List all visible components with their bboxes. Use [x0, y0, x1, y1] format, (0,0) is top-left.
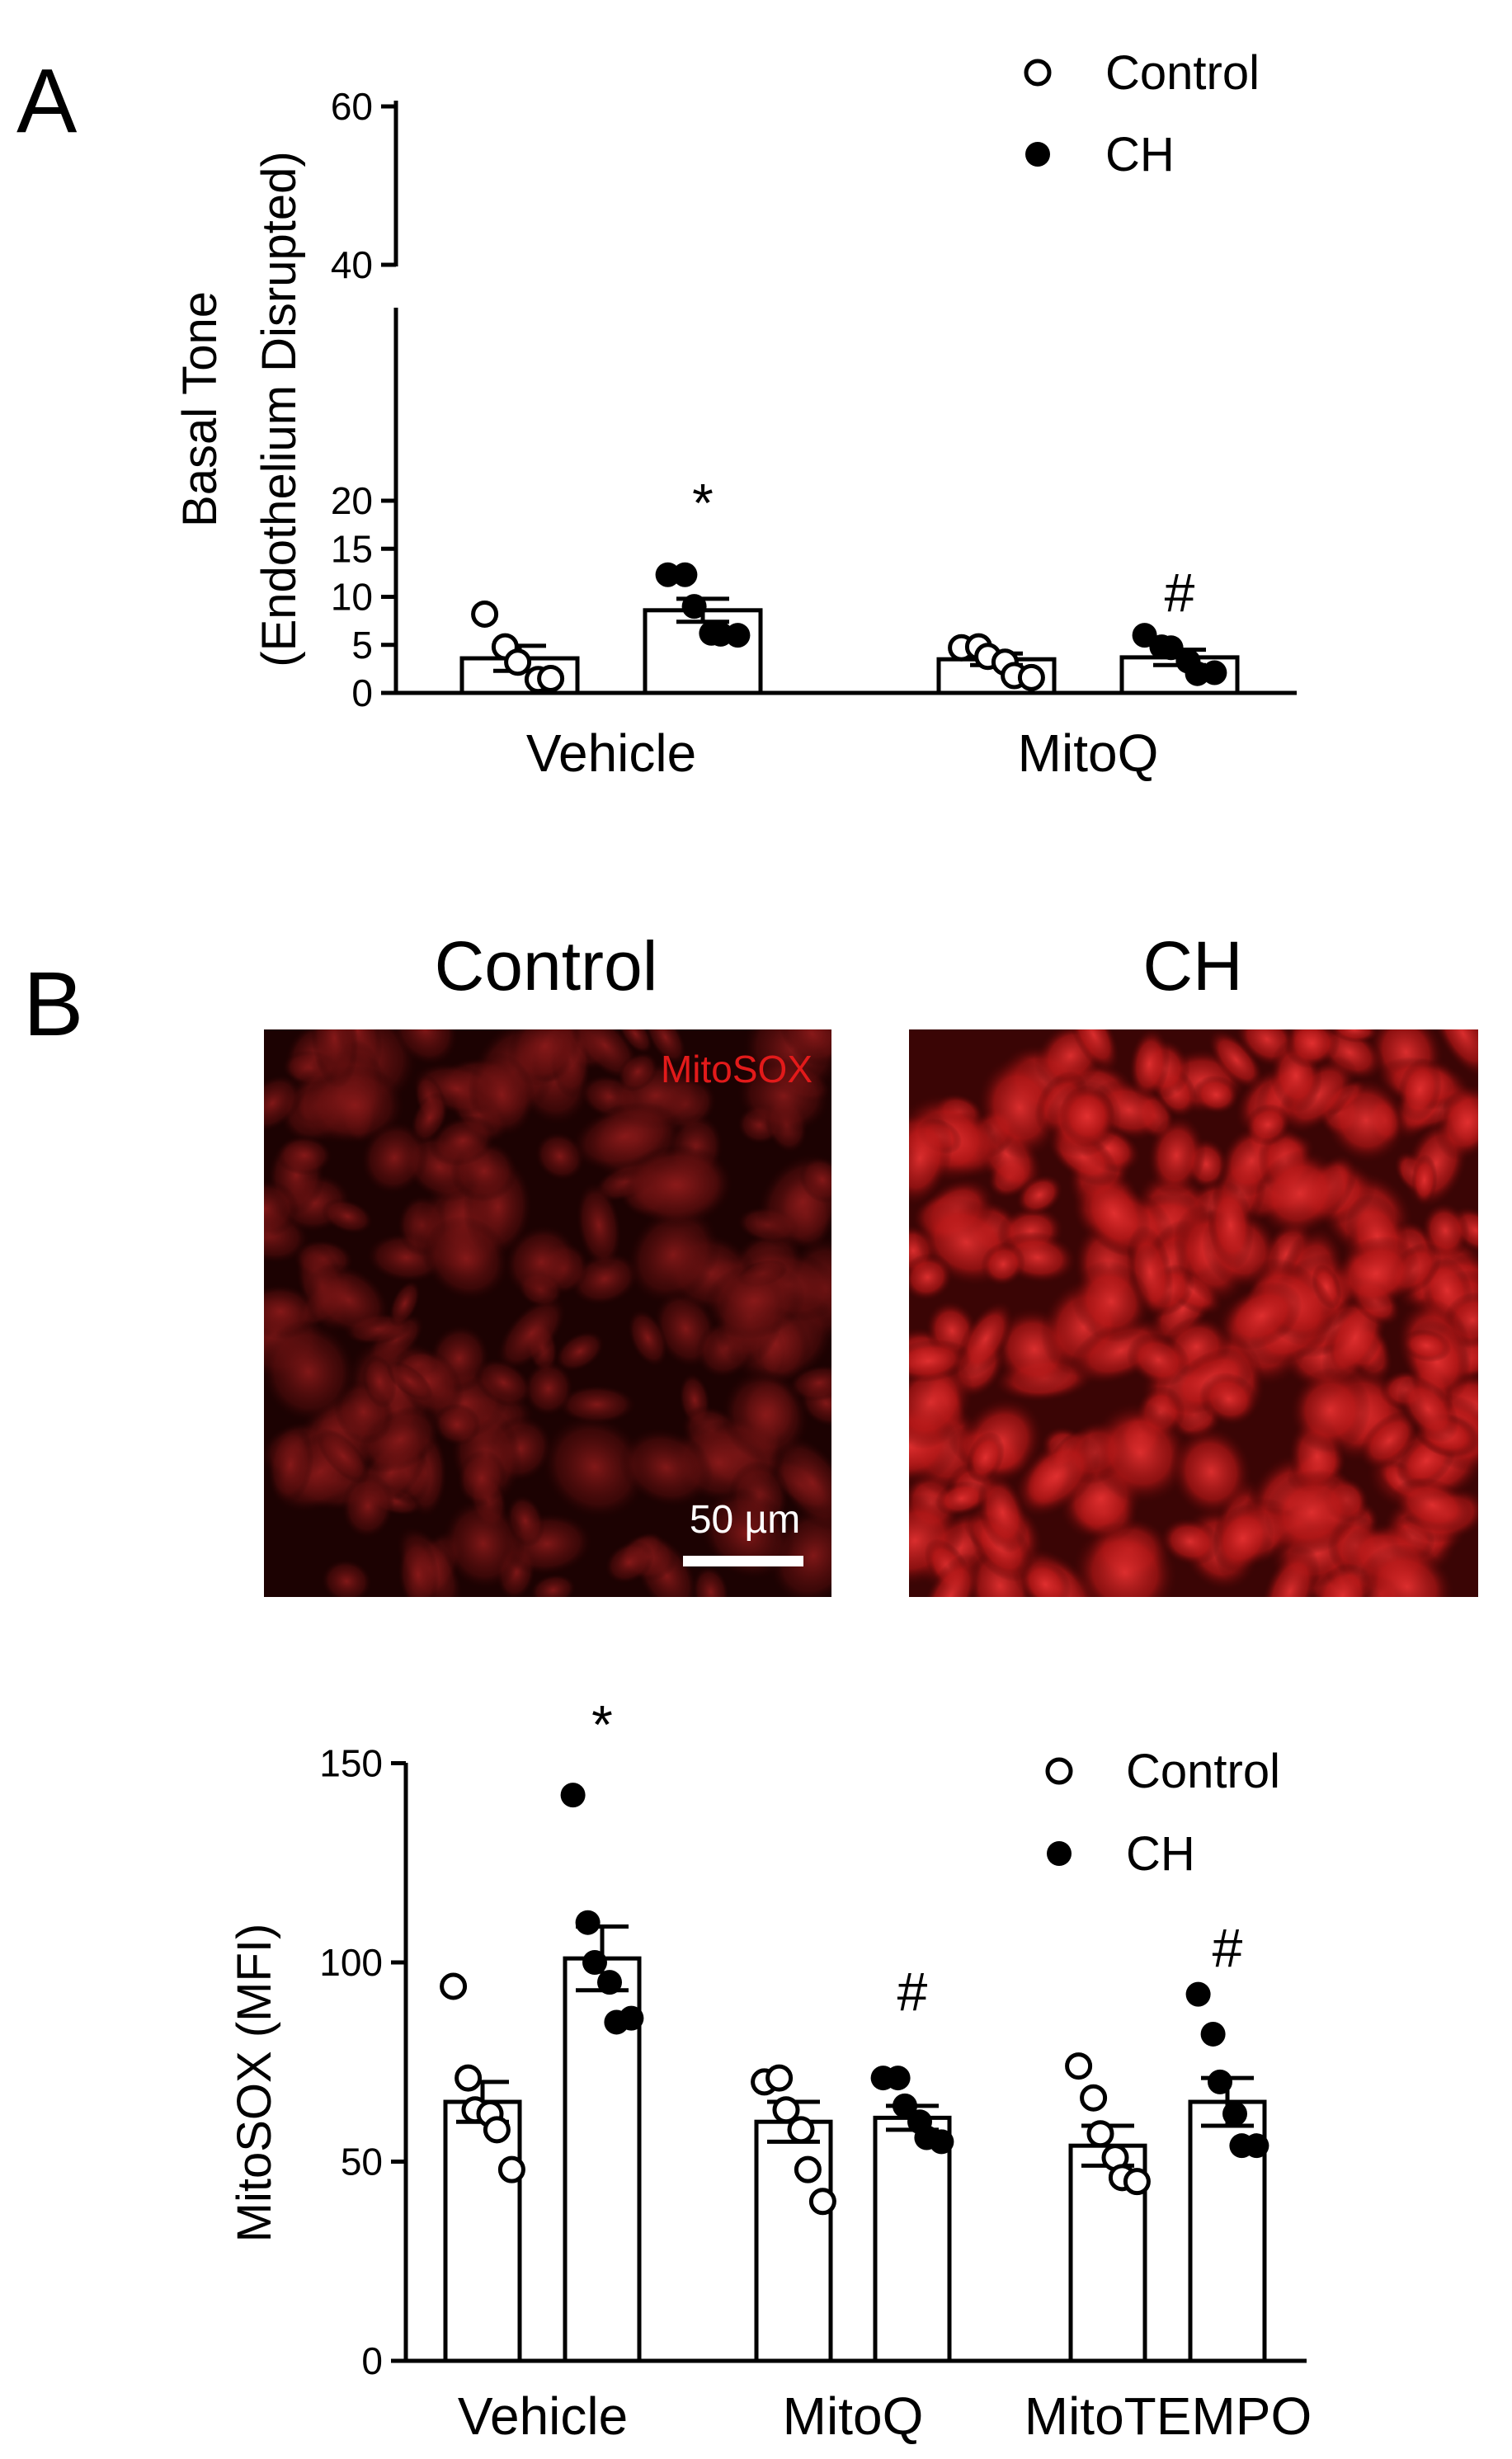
- y-tick-label: 15: [331, 527, 373, 570]
- legend-marker-ch: [1025, 142, 1050, 167]
- data-point: [794, 2155, 822, 2183]
- data-point: [1200, 2021, 1226, 2047]
- image-title-ch: CH: [1142, 927, 1242, 1005]
- y-tick-label: 50: [341, 2141, 383, 2183]
- data-point: [1080, 2084, 1108, 2112]
- micrograph-ch: [909, 1029, 1478, 1597]
- y-tick-label: 0: [351, 671, 373, 714]
- data-point: [597, 1970, 622, 1995]
- data-point: [1065, 2052, 1093, 2080]
- scale-bar: [683, 1556, 803, 1566]
- data-point: [560, 1783, 586, 1808]
- y-tick-label: 40: [331, 243, 373, 286]
- panel-letter-b: B: [23, 954, 83, 1055]
- micrograph-control: MitoSOX 50 µm: [264, 1029, 831, 1597]
- scale-bar-label: 50 µm: [690, 1498, 800, 1542]
- y-tick-label: 100: [319, 1941, 383, 1984]
- data-point: [497, 2155, 525, 2183]
- data-point: [1208, 2069, 1232, 2094]
- data-point: [725, 623, 751, 648]
- bar-ch-mitoq: [873, 2115, 952, 2363]
- y-tick-label: 20: [331, 479, 373, 522]
- data-point: [893, 2093, 917, 2118]
- chart-a-points: [471, 562, 1227, 694]
- data-point: [575, 1910, 601, 1935]
- category-label: MitoQ: [783, 2386, 924, 2446]
- bar-control-mitoq: [754, 2119, 833, 2363]
- data-point: [787, 2116, 815, 2144]
- chart-b: 0 50 100 150 Vehicle MitoQ MitoTEMPO * # # MitoS…: [228, 1694, 1312, 2446]
- chart-b-legend: Control CH: [1045, 1745, 1280, 1881]
- data-point: [655, 562, 681, 587]
- data-point: [455, 2064, 483, 2092]
- chart-a-ylabel-line1: Basal Tone: [173, 291, 227, 527]
- significance-marker: *: [692, 473, 714, 534]
- data-point: [885, 2066, 911, 2091]
- data-point: [681, 594, 707, 619]
- category-label: MitoQ: [1018, 723, 1159, 783]
- data-point: [440, 1972, 468, 2000]
- legend-marker-control: [1045, 1757, 1073, 1785]
- significance-marker: *: [591, 1694, 613, 1755]
- y-tick-label: 5: [351, 624, 373, 667]
- data-point: [1185, 1981, 1211, 2007]
- legend-marker-ch: [1047, 1841, 1072, 1866]
- chart-a-labels: Vehicle MitoQ * #: [526, 473, 1195, 783]
- data-point: [1086, 2120, 1114, 2148]
- data-point: [672, 562, 698, 587]
- data-point: [808, 2188, 836, 2216]
- data-point: [582, 1950, 607, 1975]
- legend-marker-control: [1024, 59, 1052, 87]
- chart-b-bars: [443, 1924, 1267, 2363]
- significance-marker: #: [1165, 562, 1195, 623]
- chart-a-ylabel-line2: (Endothelium Disrupted): [252, 151, 306, 667]
- image-title-control: Control: [435, 927, 658, 1005]
- y-tick-label: 0: [361, 2339, 383, 2382]
- micrograph-stain-label: MitoSOX: [661, 1048, 813, 1091]
- data-point: [765, 2064, 794, 2092]
- data-point: [1158, 635, 1184, 661]
- bar-control-vehicle: [443, 2099, 522, 2363]
- legend-label-control: Control: [1126, 1745, 1280, 1798]
- data-point: [537, 665, 565, 693]
- category-label: Vehicle: [458, 2386, 628, 2446]
- chart-a: 05 10 15 20 40 60 Vehicle MitoQ * # Basal Tone (…: [173, 46, 1297, 783]
- panel-letter-a: A: [16, 50, 78, 152]
- legend-label-ch: CH: [1105, 128, 1175, 181]
- category-label: MitoTEMPO: [1024, 2386, 1312, 2446]
- data-point: [504, 648, 532, 676]
- y-tick-label: 10: [331, 576, 373, 619]
- significance-marker: #: [1213, 1917, 1243, 1978]
- chart-a-bars: [459, 596, 1240, 695]
- data-point: [483, 2116, 511, 2144]
- data-point: [1123, 2168, 1151, 2196]
- y-tick-label: 150: [319, 1742, 383, 1785]
- legend-label-control: Control: [1105, 46, 1260, 100]
- data-point: [471, 600, 499, 628]
- chart-b-points: [440, 1783, 1269, 2216]
- data-point: [1244, 2133, 1269, 2159]
- chart-b-axes: 0 50 100 150: [319, 1742, 1307, 2382]
- data-point: [772, 2096, 800, 2124]
- category-label: Vehicle: [526, 723, 696, 783]
- chart-b-labels: Vehicle MitoQ MitoTEMPO * # #: [458, 1694, 1312, 2446]
- data-point: [929, 2129, 954, 2155]
- data-point: [1222, 2101, 1247, 2127]
- data-point: [619, 2005, 644, 2031]
- significance-marker: #: [897, 1961, 928, 2022]
- y-tick-label: 60: [331, 85, 373, 128]
- data-point: [1017, 663, 1045, 691]
- legend-label-ch: CH: [1126, 1827, 1195, 1881]
- chart-a-legend: Control CH: [1024, 46, 1260, 181]
- data-point: [1202, 660, 1227, 685]
- chart-b-ylabel: MitoSOX (MFI): [228, 1924, 281, 2243]
